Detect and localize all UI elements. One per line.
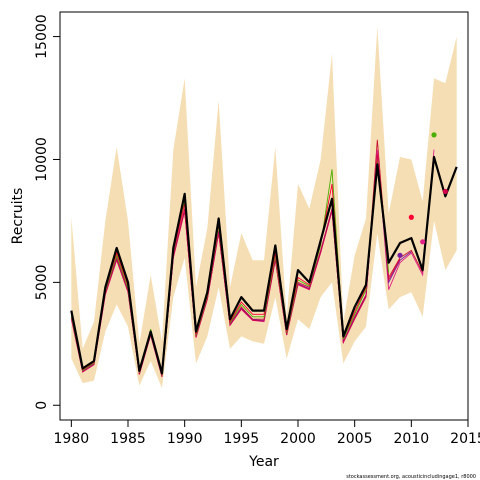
retro-series-line-5 bbox=[70, 159, 390, 376]
retro-series-line-4 bbox=[70, 154, 401, 377]
y-tick-label-0: 0 bbox=[34, 401, 50, 410]
x-tick-label-1995: 1995 bbox=[224, 431, 260, 447]
x-tick-label-2015: 2015 bbox=[450, 431, 480, 447]
x-tick-label-2000: 2000 bbox=[280, 431, 316, 447]
y-tick-label-10000: 10000 bbox=[34, 137, 50, 182]
x-tick-label-1980: 1980 bbox=[54, 431, 90, 447]
x-tick-label-2005: 2005 bbox=[337, 431, 373, 447]
plot-area bbox=[70, 26, 458, 389]
y-axis: 0 5000 10000 15000 bbox=[34, 14, 61, 410]
terminal-point-2012 bbox=[431, 132, 437, 138]
terminal-point-2013 bbox=[442, 188, 448, 195]
x-axis: 1980 1985 1990 1995 2000 2005 2010 2015 bbox=[54, 419, 480, 447]
terminal-point-2011 bbox=[420, 239, 426, 245]
confidence-band bbox=[71, 26, 457, 389]
y-tick-label-15000: 15000 bbox=[34, 14, 50, 59]
footnote: stockassessment.org, acousticincludingag… bbox=[346, 474, 476, 480]
x-tick-label-1985: 1985 bbox=[110, 431, 146, 447]
x-tick-label-2010: 2010 bbox=[394, 431, 430, 447]
main-series-line bbox=[70, 155, 458, 375]
terminal-point-2010 bbox=[408, 214, 414, 220]
terminal-point-2009 bbox=[397, 252, 403, 258]
x-axis-title: Year bbox=[248, 454, 279, 470]
y-tick-label-5000: 5000 bbox=[34, 265, 50, 301]
y-axis-title: Recruits bbox=[10, 188, 26, 245]
x-tick-label-1990: 1990 bbox=[167, 431, 203, 447]
